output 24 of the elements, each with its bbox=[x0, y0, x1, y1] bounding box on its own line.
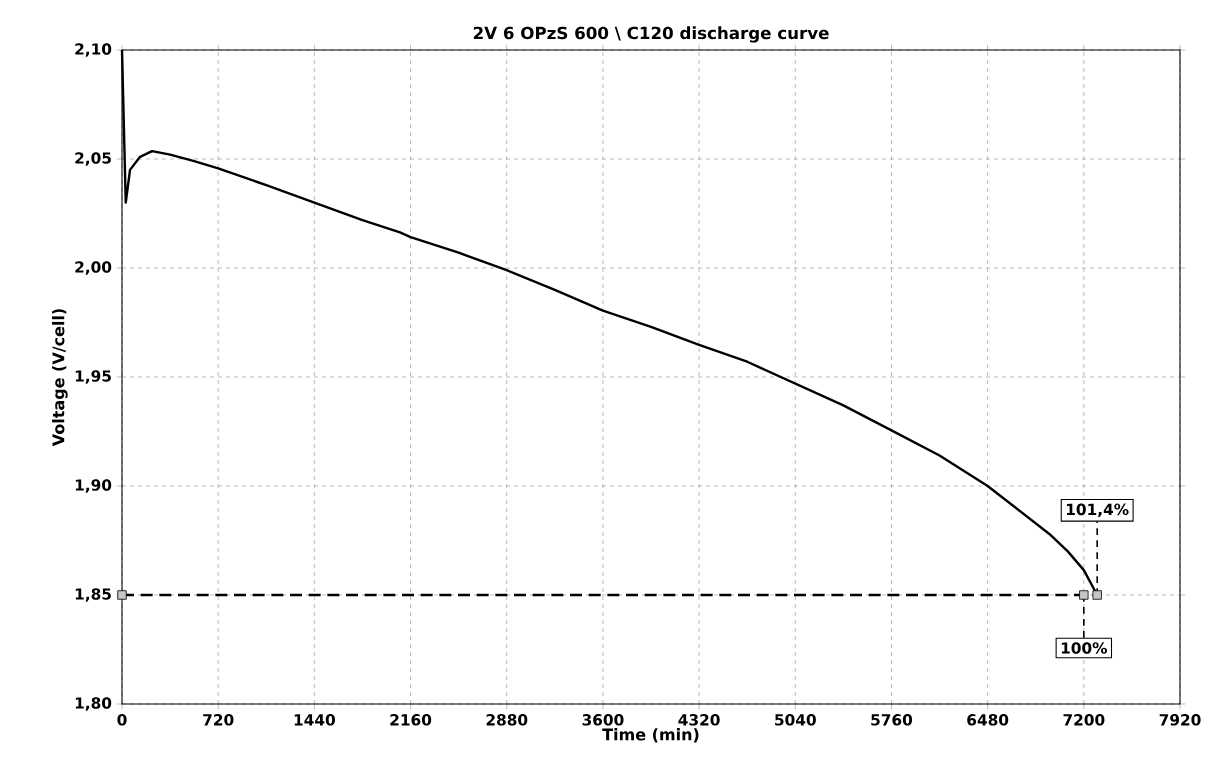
x-axis-title: Time (min) bbox=[602, 728, 699, 743]
y-tick-label: 1,80 bbox=[75, 697, 112, 711]
x-tick-label: 2880 bbox=[486, 714, 528, 726]
y-tick-label: 2,00 bbox=[75, 261, 112, 275]
x-tick-label: 6480 bbox=[967, 714, 1009, 726]
x-tick-label: 5760 bbox=[871, 714, 913, 726]
x-tick-label: 1440 bbox=[294, 714, 335, 726]
annotation: 100% bbox=[1061, 642, 1108, 654]
y-tick-label: 2,05 bbox=[75, 152, 111, 166]
annotation: 101,4% bbox=[1066, 503, 1129, 518]
x-tick-label: 2160 bbox=[390, 714, 432, 726]
y-tick-label: 1,85 bbox=[75, 588, 111, 602]
x-tick-label: 7200 bbox=[1063, 714, 1105, 726]
x-tick-label: 720 bbox=[203, 714, 234, 726]
x-tick-label: 7920 bbox=[1159, 714, 1201, 726]
y-tick-label: 1,90 bbox=[75, 479, 112, 493]
y-tick-label: 1,95 bbox=[75, 370, 111, 384]
y-tick-label: 2,10 bbox=[75, 43, 112, 57]
x-tick-label: 5040 bbox=[775, 714, 816, 726]
x-tick-label: 0 bbox=[117, 714, 127, 726]
x-tick-label: 3600 bbox=[582, 714, 624, 726]
chart-title: 2V 6 OPzS 600 \ C120 discharge curve bbox=[473, 26, 829, 43]
x-tick-label: 4320 bbox=[678, 714, 720, 726]
y-axis-title: Voltage (V/cell) bbox=[52, 309, 68, 447]
